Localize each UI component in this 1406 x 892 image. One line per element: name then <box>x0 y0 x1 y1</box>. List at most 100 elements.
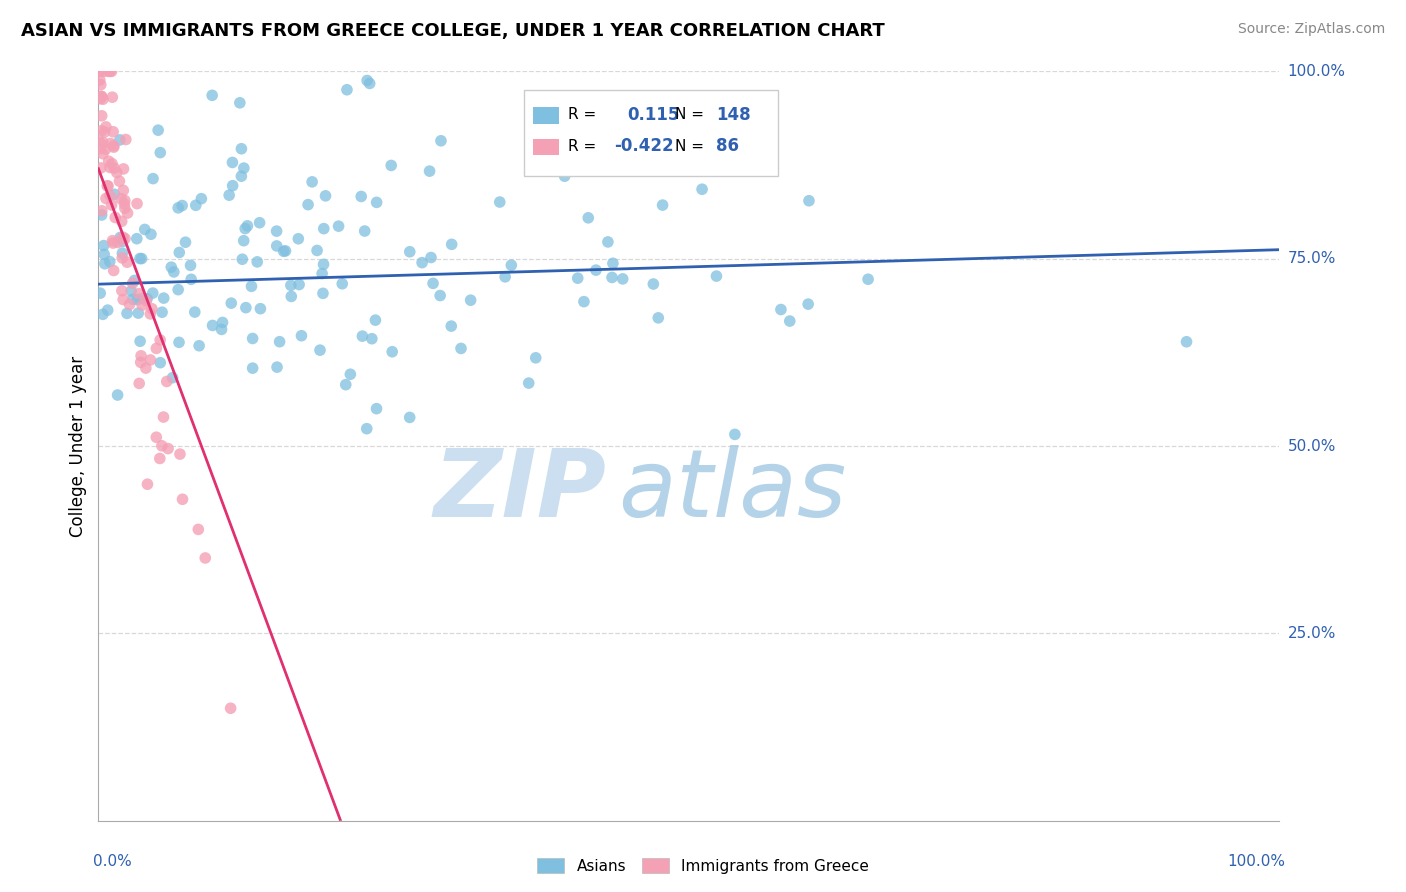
Point <box>101 90 124 104</box>
Point <box>572 294 595 309</box>
Point <box>460 293 482 308</box>
Point <box>779 314 801 328</box>
Point <box>612 272 634 286</box>
Text: 50.0%: 50.0% <box>1288 439 1336 453</box>
Point <box>121 277 143 291</box>
Point <box>233 221 256 235</box>
Point <box>769 302 792 317</box>
Point <box>101 125 124 139</box>
Point <box>201 318 224 333</box>
Point <box>149 451 172 466</box>
Point <box>242 361 264 376</box>
Point <box>149 333 172 347</box>
Point <box>118 297 141 311</box>
Point <box>420 251 443 265</box>
Point <box>315 189 337 203</box>
Point <box>266 239 288 253</box>
Point <box>422 277 444 291</box>
Y-axis label: College, Under 1 year: College, Under 1 year <box>69 355 87 537</box>
Point <box>211 322 233 336</box>
Point <box>501 258 523 272</box>
Point <box>167 335 190 350</box>
Point <box>359 77 381 91</box>
Point <box>297 197 319 211</box>
Point <box>430 134 453 148</box>
Point <box>127 293 149 307</box>
Point <box>89 73 111 87</box>
Point <box>339 368 361 382</box>
Point <box>105 165 128 179</box>
Point <box>98 161 121 175</box>
Point <box>135 293 157 308</box>
Point <box>152 410 174 425</box>
Point <box>651 198 673 212</box>
Point <box>112 183 135 197</box>
Point <box>98 254 121 268</box>
Point <box>90 203 112 218</box>
Point <box>309 343 332 358</box>
Point <box>167 201 190 215</box>
Point <box>139 353 162 368</box>
Point <box>97 154 120 169</box>
Point <box>249 301 271 316</box>
Point <box>494 269 516 284</box>
Point <box>97 303 120 318</box>
Text: 100.0%: 100.0% <box>1288 64 1346 78</box>
Point <box>554 169 576 184</box>
Point <box>139 307 162 321</box>
Point <box>280 289 302 303</box>
Text: R =: R = <box>568 107 596 122</box>
Point <box>266 360 288 375</box>
Point <box>288 277 311 292</box>
Point <box>312 257 335 271</box>
Point <box>90 208 112 222</box>
Point <box>201 88 224 103</box>
Point <box>411 255 433 269</box>
Point <box>596 235 619 249</box>
Point <box>103 161 125 175</box>
Point <box>156 375 179 389</box>
Point <box>129 349 152 363</box>
Point <box>290 328 312 343</box>
Point <box>180 259 202 273</box>
Point <box>103 138 125 153</box>
FancyBboxPatch shape <box>523 90 778 177</box>
Point <box>145 342 167 356</box>
Point <box>145 430 167 444</box>
Point <box>127 306 149 320</box>
Point <box>152 291 174 305</box>
Point <box>103 140 125 154</box>
Point <box>440 319 463 334</box>
Point <box>419 164 441 178</box>
Point <box>124 273 146 287</box>
Point <box>585 263 607 277</box>
Point <box>97 64 120 78</box>
Point <box>1175 334 1198 349</box>
Point <box>232 234 254 248</box>
Point <box>110 192 132 206</box>
Point <box>97 178 120 193</box>
Point <box>112 161 135 176</box>
Point <box>90 109 112 123</box>
Point <box>180 272 202 286</box>
Point <box>91 92 114 106</box>
Point <box>117 206 139 220</box>
Point <box>114 194 136 208</box>
Point <box>93 64 115 78</box>
Point <box>131 292 153 306</box>
Text: 0.0%: 0.0% <box>93 855 131 870</box>
Point <box>249 216 271 230</box>
Point <box>149 356 172 370</box>
Point <box>136 292 159 306</box>
Point <box>231 142 253 156</box>
Point <box>107 388 129 402</box>
Legend: Asians, Immigrants from Greece: Asians, Immigrants from Greece <box>531 852 875 880</box>
Point <box>129 334 152 349</box>
Text: N =: N = <box>675 139 704 153</box>
Text: 0.115: 0.115 <box>627 106 681 124</box>
Point <box>111 246 134 260</box>
Point <box>150 305 173 319</box>
Point <box>706 269 728 284</box>
Point <box>269 334 291 349</box>
Point <box>94 191 117 205</box>
